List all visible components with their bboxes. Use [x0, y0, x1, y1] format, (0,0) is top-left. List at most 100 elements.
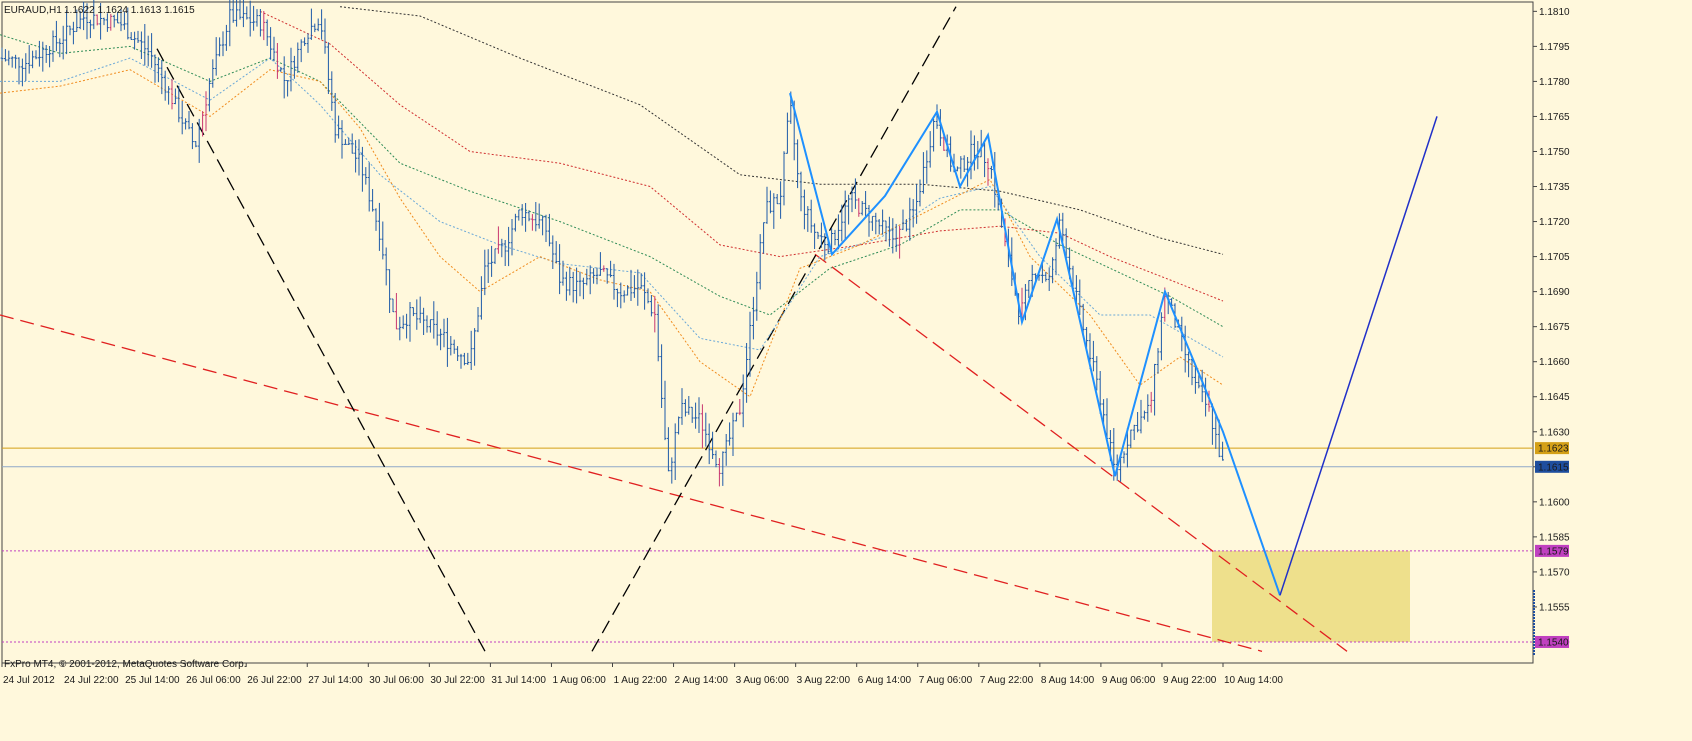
ohlc-bar-119 — [405, 313, 408, 339]
ohlc-bar-77 — [262, 11, 266, 41]
ohlc-bar-271 — [922, 152, 925, 194]
price-tag-background — [1535, 460, 1569, 473]
ohlc-bar-212 — [721, 451, 725, 486]
ohlc-bar-164 — [558, 244, 561, 295]
scale-dot — [1533, 632, 1535, 634]
ohlc-bar-96 — [327, 42, 330, 94]
ohlc-bar-121 — [412, 307, 415, 317]
price-tick-label: 1.1765 — [1539, 112, 1570, 123]
ohlc-bar-172 — [585, 268, 589, 286]
ohlc-bar-13 — [44, 45, 48, 63]
ohlc-bar-89 — [303, 37, 306, 46]
ohlc-bar-54 — [184, 118, 187, 130]
ohlc-bar-220 — [748, 311, 752, 377]
price-tick-label: 1.1585 — [1539, 532, 1570, 543]
ohlc-bar-62 — [211, 59, 215, 88]
ohlc-bar-10 — [34, 50, 38, 60]
ohlc-bar-71 — [242, 0, 245, 28]
ohlc-bar-249 — [847, 194, 850, 225]
ohlc-bar-208 — [707, 423, 711, 465]
ohlc-bar-182 — [619, 282, 623, 309]
ohlc-bar-210 — [714, 450, 718, 468]
ohlc-bar-81 — [276, 43, 279, 79]
ohlc-bar-94 — [320, 9, 323, 40]
ohlc-bar-178 — [605, 268, 609, 284]
ohlc-bar-123 — [418, 296, 422, 324]
ohlc-bar-317 — [1078, 279, 1082, 315]
ohlc-bar-264 — [898, 226, 901, 259]
ohlc-bar-92 — [313, 23, 317, 33]
ohlc-bar-57 — [194, 141, 198, 148]
ohlc-bar-291 — [990, 165, 993, 179]
ohlc-bar-254 — [864, 191, 867, 218]
ohlc-bar-3 — [10, 56, 14, 68]
time-tick-label: 25 Jul 14:00 — [125, 675, 180, 686]
time-tick-label: 7 Aug 22:00 — [980, 675, 1034, 686]
ohlc-bar-218 — [741, 374, 745, 428]
ohlc-bar-72 — [245, 6, 249, 20]
ohlc-bar-39 — [133, 31, 136, 50]
ohlc-bar-53 — [180, 101, 184, 135]
ohlc-bar-37 — [126, 7, 130, 40]
ohlc-bar-126 — [429, 319, 432, 333]
time-tick-label: 3 Aug 06:00 — [736, 675, 790, 686]
ohlc-bar-186 — [633, 275, 636, 298]
price-tick-label: 1.1555 — [1539, 602, 1570, 613]
ohlc-bar-190 — [646, 288, 650, 304]
ohlc-bar-11 — [38, 40, 41, 67]
ohlc-bar-222 — [755, 271, 759, 321]
scale-dot — [1533, 611, 1535, 613]
ohlc-bar-180 — [612, 263, 616, 300]
ohlc-bar-238 — [809, 199, 813, 233]
ohlc-bar-283 — [962, 155, 966, 172]
price-tag-label: 1.1579 — [1538, 546, 1569, 557]
ohlc-bar-148 — [503, 240, 507, 266]
ohlc-bar-219 — [745, 343, 748, 403]
price-tag-label: 1.1615 — [1538, 462, 1569, 473]
copyright-footer: FxPro MT4, © 2001-2012, MetaQuotes Softw… — [4, 659, 246, 670]
ohlc-bar-60 — [204, 91, 208, 132]
ohlc-bar-239 — [813, 223, 816, 249]
gold-level-tag: 1.1623 — [1535, 442, 1569, 455]
ohlc-bar-115 — [391, 298, 395, 313]
ohlc-bar-150 — [510, 219, 514, 256]
ohlc-bar-42 — [143, 24, 147, 66]
ohlc-bar-83 — [282, 56, 286, 99]
ohlc-bar-30 — [102, 17, 106, 26]
ohlc-bar-156 — [531, 214, 534, 231]
ohlc-bar-273 — [928, 131, 932, 168]
price-tick-label: 1.1780 — [1539, 77, 1570, 88]
ohlc-bar-211 — [718, 458, 721, 487]
time-tick-label: 6 Aug 14:00 — [858, 675, 912, 686]
ohlc-bar-22 — [75, 9, 79, 32]
ohlc-bar-194 — [660, 344, 663, 408]
ohlc-bar-1 — [4, 49, 7, 62]
time-tick-label: 1 Aug 22:00 — [614, 675, 668, 686]
ohlc-bar-259 — [881, 209, 884, 235]
ohlc-bar-124 — [422, 307, 425, 335]
time-tick-label: 27 Jul 14:00 — [308, 675, 363, 686]
ohlc-bar-216 — [735, 412, 738, 422]
ohlc-bar-302 — [1027, 280, 1031, 299]
ohlc-bar-272 — [925, 150, 929, 184]
ohlc-bar-352 — [1197, 374, 1201, 389]
ohlc-bar-64 — [218, 37, 221, 57]
ohlc-bar-192 — [653, 295, 657, 333]
ohlc-bar-265 — [901, 209, 905, 230]
ohlc-bar-312 — [1061, 212, 1065, 242]
ohlc-bar-4 — [14, 54, 17, 69]
ohlc-bar-109 — [371, 189, 374, 212]
ohlc-bar-26 — [89, 19, 92, 39]
ohlc-bar-95 — [323, 18, 327, 54]
time-tick-label: 2 Aug 14:00 — [675, 675, 729, 686]
ohlc-bar-74 — [252, 5, 255, 31]
ohlc-bar-35 — [119, 9, 123, 32]
ohlc-bar-7 — [24, 53, 28, 81]
zigzag-pattern-line — [789, 92, 1281, 596]
ohlc-bar-187 — [636, 269, 640, 306]
ohlc-bar-138 — [469, 330, 473, 370]
price-tick-label: 1.1735 — [1539, 182, 1570, 193]
ohlc-bar-286 — [973, 135, 976, 171]
ohlc-bar-145 — [493, 248, 497, 264]
ohlc-bar-113 — [384, 247, 388, 286]
